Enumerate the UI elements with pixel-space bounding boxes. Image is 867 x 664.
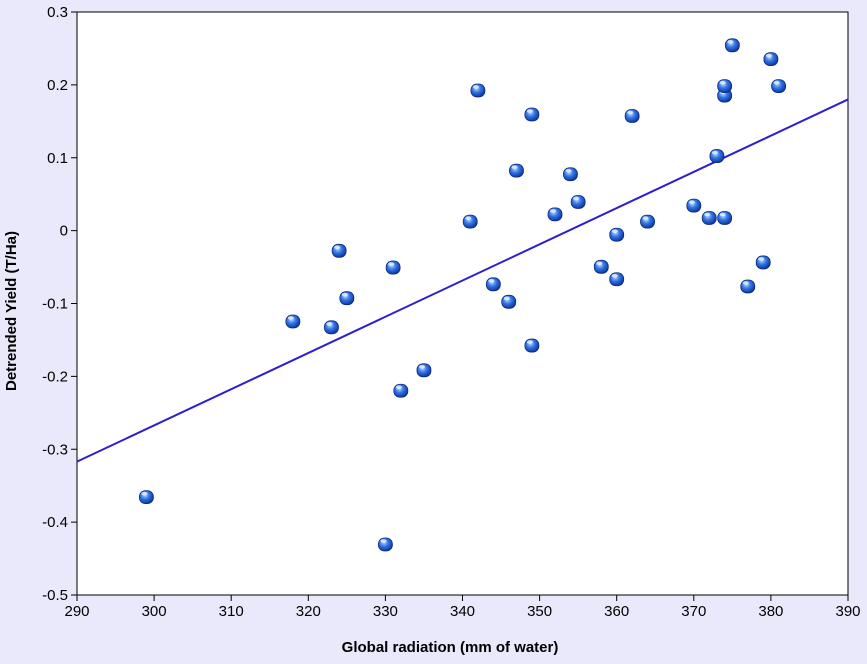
data-point [470, 83, 486, 98]
data-point [609, 227, 625, 242]
y-tick-label: -0.3 [42, 441, 68, 458]
data-point [485, 277, 501, 292]
data-point [416, 363, 432, 378]
x-tick-label: 390 [835, 603, 860, 620]
data-point [570, 195, 586, 209]
x-tick-label: 380 [758, 603, 783, 620]
x-tick-label: 370 [681, 603, 706, 620]
data-point [709, 149, 725, 163]
data-point [563, 167, 578, 182]
data-point [701, 211, 717, 225]
data-point [686, 198, 702, 213]
x-tick-label: 350 [527, 603, 552, 620]
data-point [509, 163, 524, 178]
data-point [524, 338, 540, 353]
data-point [755, 255, 771, 270]
x-tick-label: 310 [219, 603, 244, 620]
y-tick-label: -0.4 [42, 514, 68, 531]
data-point [501, 294, 517, 309]
y-tick-label: 0.2 [47, 77, 68, 94]
y-tick-label: 0.3 [47, 4, 68, 21]
x-tick-label: 340 [450, 603, 475, 620]
data-point [740, 279, 756, 294]
x-tick-label: 300 [142, 603, 167, 620]
y-tick-label: -0.1 [42, 296, 68, 313]
data-point [717, 211, 733, 225]
x-tick-label: 330 [373, 603, 398, 620]
data-point [462, 214, 478, 229]
plot-area [76, 11, 849, 596]
axis-ticks: 290 300 310 320 330 340 350 360 370 380 390 -0.5 -0.… [42, 4, 860, 620]
data-point [377, 537, 393, 552]
y-tick-label: -0.5 [42, 587, 68, 604]
x-tick-label: 290 [64, 603, 89, 620]
x-tick-label: 360 [604, 603, 629, 620]
data-point [640, 214, 655, 229]
data-point [331, 243, 347, 258]
data-point [624, 109, 640, 123]
x-axis-title: Global radiation (mm of water) [342, 639, 559, 656]
data-point [547, 207, 563, 222]
y-tick-label: -0.2 [42, 368, 68, 385]
data-point [763, 52, 779, 67]
data-point [393, 383, 409, 398]
x-tick-label: 320 [296, 603, 321, 620]
y-axis-title: Detrended Yield (T/Ha) [3, 231, 20, 391]
y-tick-label: 0 [60, 223, 68, 240]
data-point [385, 260, 401, 275]
data-point [609, 272, 625, 287]
data-point [285, 314, 301, 329]
data-point [593, 259, 609, 274]
data-point [771, 79, 787, 94]
y-tick-label: 0.1 [47, 150, 68, 167]
data-point [724, 38, 740, 53]
data-points [138, 38, 787, 552]
data-point [339, 291, 355, 306]
data-point [717, 79, 733, 94]
data-point [138, 490, 154, 505]
data-point [324, 320, 339, 335]
data-point [524, 107, 540, 122]
